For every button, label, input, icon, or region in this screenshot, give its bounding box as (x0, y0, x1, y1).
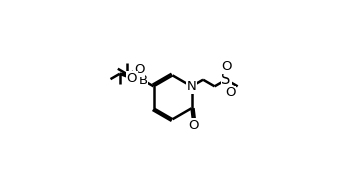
Text: O: O (225, 86, 236, 99)
Text: B: B (139, 74, 148, 87)
Text: O: O (134, 63, 145, 76)
Text: O: O (188, 119, 198, 132)
Text: N: N (187, 80, 196, 93)
Text: O: O (127, 72, 137, 85)
Text: O: O (221, 60, 231, 73)
Text: S: S (222, 72, 231, 87)
